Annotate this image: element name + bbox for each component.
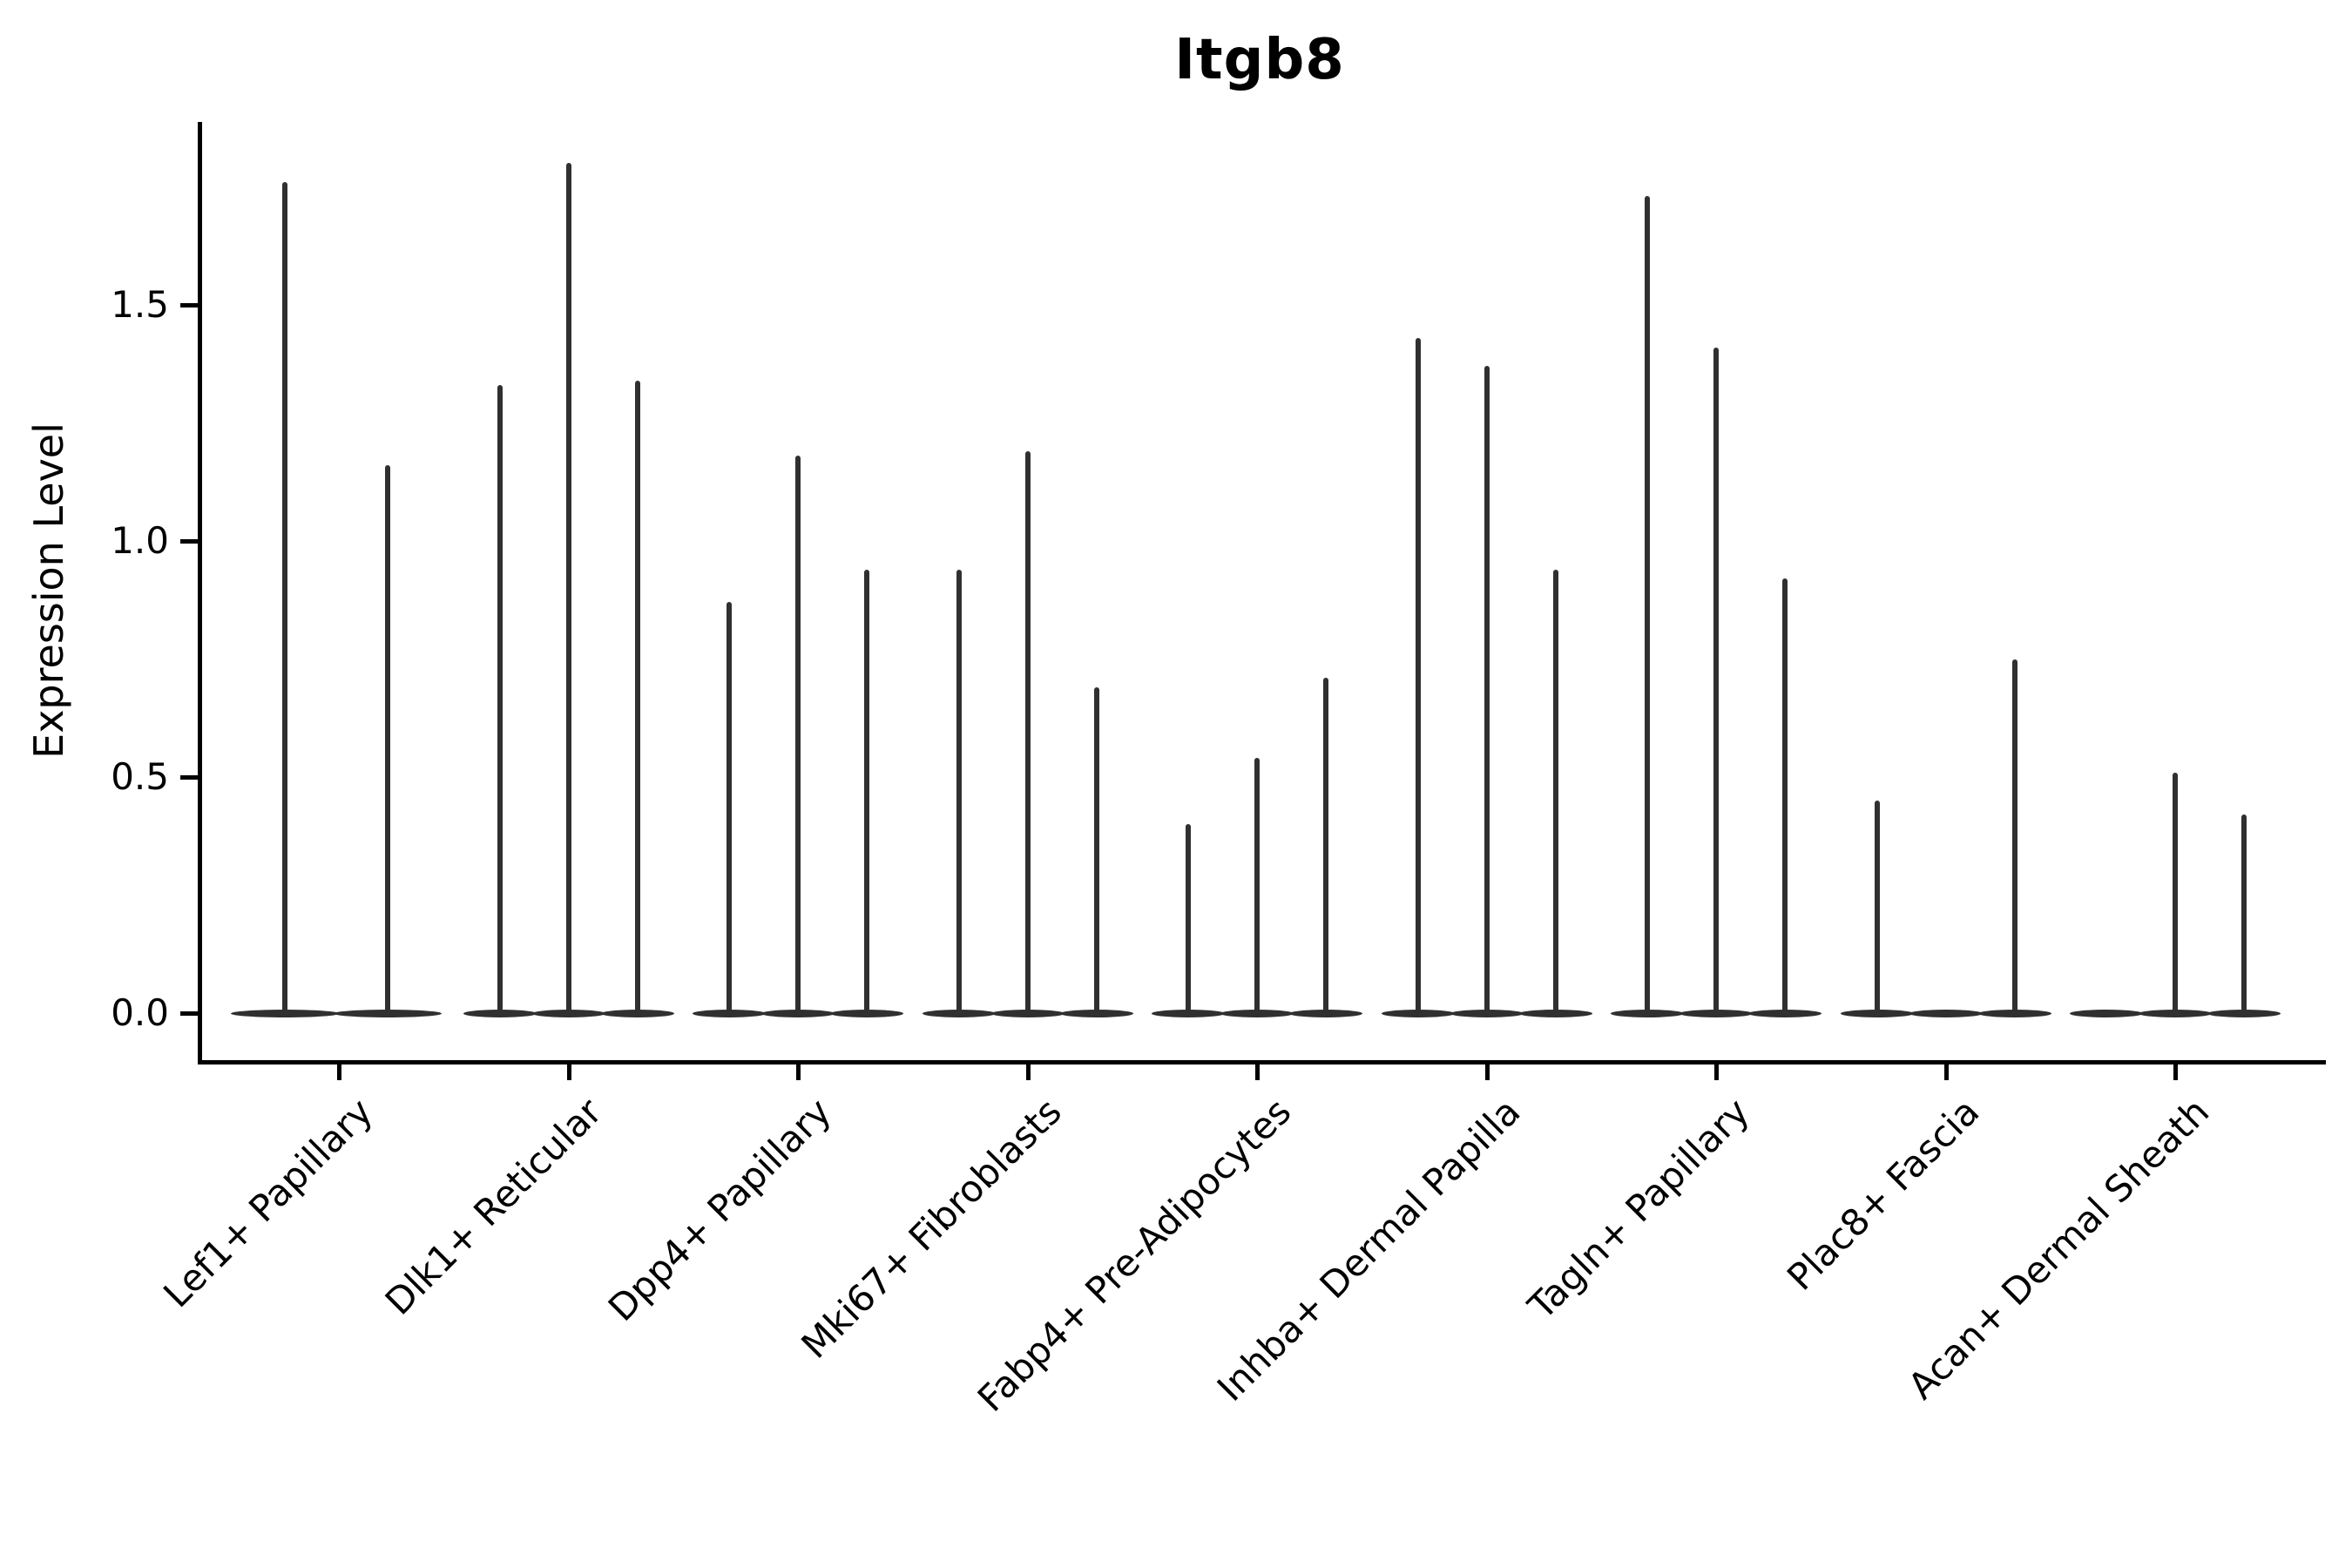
x-tick-mark — [2173, 1060, 2178, 1080]
x-tick-mark — [796, 1060, 801, 1080]
x-tick-label: Dlk1+ Reticular — [376, 1090, 611, 1323]
violin-baseline-disc — [231, 1010, 339, 1017]
violin-baseline-disc — [922, 1010, 996, 1017]
chart-title: Itgb8 — [1174, 28, 1345, 92]
violin-spike — [727, 602, 732, 1015]
y-axis-label: Expression Level — [25, 422, 72, 759]
violin-baseline-disc — [334, 1010, 442, 1017]
violin-baseline-disc — [1909, 1010, 1983, 1017]
y-tick-label: 1.0 — [111, 519, 169, 562]
violin-spike — [1024, 451, 1031, 1015]
violin-baseline-disc — [2070, 1010, 2143, 1017]
violin-baseline-disc — [463, 1010, 537, 1017]
violin-spike — [2241, 814, 2247, 1015]
violin-spike — [385, 465, 390, 1015]
x-tick-mark — [1484, 1060, 1490, 1080]
y-tick-label: 0.0 — [111, 991, 169, 1034]
x-tick-label: Dpp4+ Papillary — [600, 1090, 840, 1330]
violin-baseline-disc — [693, 1010, 766, 1017]
violin-baseline-disc — [1977, 1010, 2051, 1017]
violin-spike — [2011, 659, 2017, 1015]
x-tick-mark — [1255, 1060, 1260, 1080]
violin-baseline-disc — [1381, 1010, 1455, 1017]
y-tick-mark — [180, 775, 198, 780]
violin-spike — [1552, 569, 1558, 1015]
y-tick-mark — [180, 303, 198, 308]
violin-baseline-disc — [1840, 1010, 1914, 1017]
violin-baseline-disc — [1450, 1010, 1524, 1017]
x-tick-label: Tagln+ Papillary — [1520, 1090, 1758, 1328]
violin-spike — [1254, 758, 1260, 1015]
y-tick-mark — [180, 539, 198, 544]
x-tick-mark — [1943, 1060, 1949, 1080]
violin-spike — [1645, 196, 1650, 1015]
violin-baseline-disc — [830, 1010, 903, 1017]
x-tick-mark — [566, 1060, 571, 1080]
violin-spike — [1484, 366, 1490, 1015]
violin-baseline-disc — [990, 1010, 1064, 1017]
plot-area — [198, 122, 2326, 1064]
x-tick-label: Lef1+ Papillary — [154, 1090, 381, 1316]
violin-spike — [1713, 347, 1719, 1015]
violin-baseline-disc — [1748, 1010, 1821, 1017]
violin-baseline-disc — [1518, 1010, 1592, 1017]
y-tick-label: 1.5 — [111, 283, 169, 326]
violin-baseline-disc — [1220, 1010, 1294, 1017]
violin-spike — [1186, 824, 1191, 1015]
x-tick-label: Plac8+ Fascia — [1779, 1090, 1988, 1299]
violin-spike — [282, 182, 287, 1015]
violin-spike — [956, 569, 962, 1015]
violin-spike — [497, 385, 503, 1015]
x-tick-mark — [1714, 1060, 1719, 1080]
y-tick-mark — [180, 1011, 198, 1016]
violin-baseline-disc — [2207, 1010, 2281, 1017]
violin-spike — [1415, 337, 1421, 1015]
violin-baseline-disc — [761, 1010, 835, 1017]
violin-spike — [1093, 687, 1099, 1015]
violin-spike — [2173, 772, 2178, 1015]
x-tick-label: Mki67+ Fibroblasts — [792, 1090, 1070, 1367]
violin-baseline-disc — [1611, 1010, 1684, 1017]
violin-baseline-disc — [1152, 1010, 1225, 1017]
violin-baseline-disc — [531, 1010, 605, 1017]
violin-spike — [1323, 678, 1328, 1015]
violin-spike — [565, 163, 571, 1015]
violin-spike — [864, 569, 869, 1015]
x-tick-mark — [1025, 1060, 1031, 1080]
violin-baseline-disc — [1680, 1010, 1753, 1017]
y-tick-label: 0.5 — [111, 755, 169, 798]
violin-spike — [634, 380, 640, 1015]
violin-baseline-disc — [1059, 1010, 1133, 1017]
violin-baseline-disc — [600, 1010, 674, 1017]
violin-spike — [1874, 801, 1880, 1015]
violin-baseline-disc — [2139, 1010, 2212, 1017]
x-tick-mark — [337, 1060, 341, 1080]
violin-spike — [795, 456, 801, 1015]
violin-spike — [1782, 578, 1788, 1015]
violin-baseline-disc — [1289, 1010, 1362, 1017]
